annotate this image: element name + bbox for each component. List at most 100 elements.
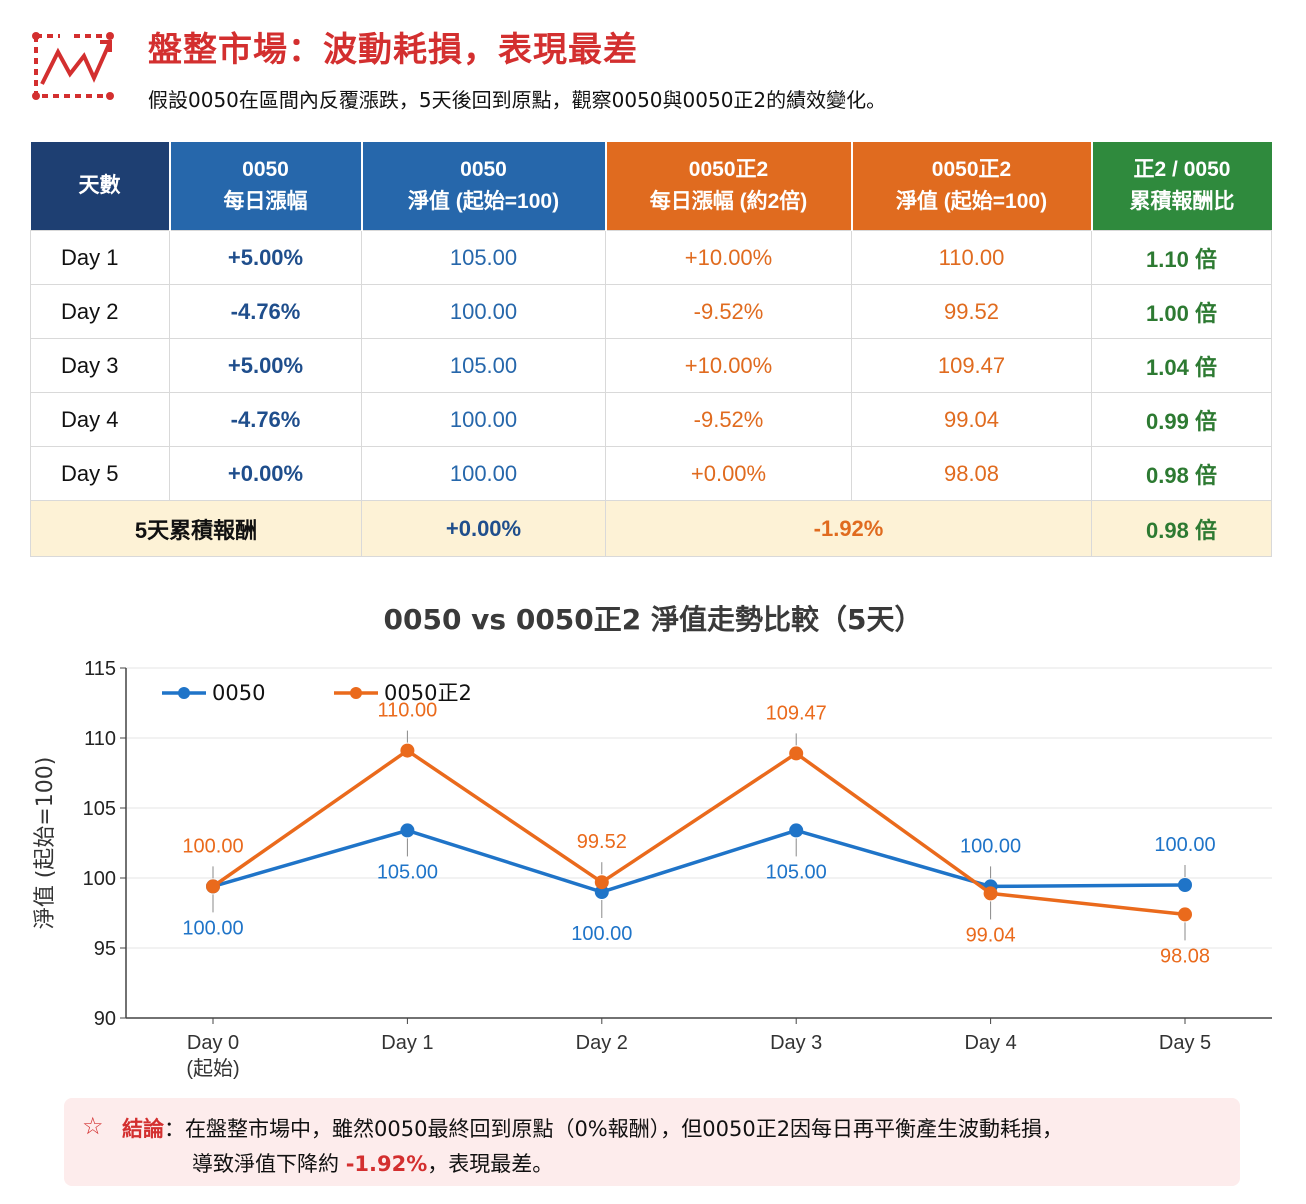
data-label: 99.04 <box>966 924 1016 946</box>
data-point <box>594 885 609 899</box>
conclusion-line2-b: ，表現最差。 <box>427 1152 554 1176</box>
pct-0050-cell: -4.76% <box>169 392 362 447</box>
y-tick-label: 115 <box>84 658 116 680</box>
performance-table: 天數 0050 每日漲幅 0050 淨值 (起始=100) 0050正2 每日漲幅 (… <box>30 142 1272 557</box>
nav-0050-cell: 100.00 <box>361 284 606 339</box>
conclusion-line2: 導致淨值下降約 -1.92%，表現最差。 <box>122 1147 1063 1182</box>
total-row: 5天累積報酬 +0.00% -1.92% 0.98 倍 <box>30 500 1272 557</box>
data-label: 99.52 <box>577 831 627 853</box>
nav-lev-cell: 109.47 <box>851 338 1092 393</box>
conclusion-box: ☆ 結論：在盤整市場中，雖然0050最終回到原點（0%報酬），但0050正2因每… <box>64 1098 1240 1186</box>
header-lev-nav: 0050正2 淨值 (起始=100) <box>851 142 1093 231</box>
nav-lev-cell: 98.08 <box>851 446 1092 501</box>
conclusion-line2-a: 導致淨值下降約 <box>192 1152 339 1176</box>
ratio-cell: 0.99 倍 <box>1091 392 1272 447</box>
table-header-row: 天數 0050 每日漲幅 0050 淨值 (起始=100) 0050正2 每日漲幅 (… <box>30 142 1272 231</box>
y-tick-label: 90 <box>94 1008 116 1030</box>
pct-lev-cell: +10.00% <box>605 230 852 285</box>
data-point <box>1178 878 1192 892</box>
header-ratio: 正2 / 0050 累積報酬比 <box>1091 142 1272 231</box>
x-tick-label: Day 0 <box>187 1032 239 1054</box>
x-tick-label: Day 1 <box>381 1032 433 1054</box>
y-tick-label: 110 <box>84 728 116 750</box>
data-label: 110.00 <box>378 700 438 722</box>
header-0050-nav: 0050 淨值 (起始=100) <box>361 142 607 231</box>
data-point <box>594 875 609 890</box>
legend-marker <box>178 687 190 699</box>
pct-0050-cell: -4.76% <box>169 284 362 339</box>
pct-0050-cell: +5.00% <box>169 230 362 285</box>
day-cell: Day 4 <box>30 392 170 447</box>
legend-label: 0050正2 <box>384 681 472 705</box>
total-label: 5天累積報酬 <box>30 500 362 557</box>
data-label: 100.00 <box>960 835 1021 857</box>
total-0050-return: +0.00% <box>361 500 606 557</box>
pct-lev-cell: -9.52% <box>605 392 852 447</box>
ratio-cell: 1.10 倍 <box>1091 230 1272 285</box>
pct-lev-cell: +10.00% <box>605 338 852 393</box>
nav-lev-cell: 99.52 <box>851 284 1092 339</box>
data-label: 105.00 <box>377 861 438 883</box>
page-title: 盤整市場：波動耗損，表現最差 <box>148 30 638 70</box>
nav-line-chart: 90 95 100 105 110 115 Day 0 (起始) Day 1 Day 2 Day 3… <box>33 658 1272 1080</box>
ratio-cell: 0.98 倍 <box>1091 446 1272 501</box>
pct-lev-cell: +0.00% <box>605 446 852 501</box>
data-label: 109.47 <box>766 702 827 724</box>
conclusion-line1: 在盤整市場中，雖然0050最終回到原點（0%報酬），但0050正2因每日再平衡產… <box>185 1117 1064 1141</box>
nav-0050-cell: 105.00 <box>361 230 606 285</box>
data-label: 100.00 <box>1154 834 1215 856</box>
conclusion-highlight: -1.92% <box>345 1152 428 1176</box>
data-point <box>400 823 415 838</box>
header-days: 天數 <box>30 142 171 231</box>
data-point <box>206 879 220 894</box>
y-tick-label: 105 <box>83 798 116 820</box>
data-label: 100.00 <box>571 923 632 945</box>
pct-0050-cell: +0.00% <box>169 446 362 501</box>
header: 盤整市場：波動耗損，表現最差 假設0050在區間內反覆漲跌，5天後回到原點，觀察… <box>30 18 1280 118</box>
legend-label: 0050 <box>212 681 265 705</box>
ratio-cell: 1.00 倍 <box>1091 284 1272 339</box>
data-label: 105.00 <box>766 861 827 883</box>
data-point <box>789 746 804 761</box>
table-row: Day 3 +5.00% 105.00 +10.00% 109.47 1.04 … <box>30 338 1272 393</box>
day-cell: Day 5 <box>30 446 170 501</box>
zigzag-chart-icon <box>32 32 114 100</box>
table-row: Day 1 +5.00% 105.00 +10.00% 110.00 1.10 … <box>30 230 1272 285</box>
day-cell: Day 1 <box>30 230 170 285</box>
y-tick-label: 100 <box>83 868 116 890</box>
data-label: 98.08 <box>1160 945 1210 967</box>
table-row: Day 4 -4.76% 100.00 -9.52% 99.04 0.99 倍 <box>30 392 1272 447</box>
page-subtitle: 假設0050在區間內反覆漲跌，5天後回到原點，觀察0050與0050正2的績效變… <box>148 88 887 112</box>
ratio-cell: 1.04 倍 <box>1091 338 1272 393</box>
nav-0050-cell: 105.00 <box>361 338 606 393</box>
total-lev-return: -1.92% <box>605 500 1092 557</box>
x-tick-label: Day 3 <box>770 1032 822 1054</box>
data-point <box>1178 907 1192 922</box>
data-label: 100.00 <box>182 917 243 939</box>
y-tick-label: 95 <box>94 938 116 960</box>
day-cell: Day 3 <box>30 338 170 393</box>
series-line-0050正2 <box>211 748 1186 917</box>
day-cell: Day 2 <box>30 284 170 339</box>
conclusion-text: 結論：在盤整市場中，雖然0050最終回到原點（0%報酬），但0050正2因每日再… <box>122 1112 1063 1182</box>
chart-title: 0050 vs 0050正2 淨值走勢比較（5天） <box>383 603 923 636</box>
data-point <box>400 743 415 758</box>
pct-lev-cell: -9.52% <box>605 284 852 339</box>
nav-0050-cell: 100.00 <box>361 392 606 447</box>
pct-0050-cell: +5.00% <box>169 338 362 393</box>
header-lev-daily: 0050正2 每日漲幅 (約2倍) <box>605 142 853 231</box>
conclusion-sep: ： <box>164 1117 185 1141</box>
nav-lev-cell: 99.04 <box>851 392 1092 447</box>
nav-lev-cell: 110.00 <box>851 230 1092 285</box>
table-row: Day 5 +0.00% 100.00 +0.00% 98.08 0.98 倍 <box>30 446 1272 501</box>
x-tick-label: (起始) <box>186 1057 239 1080</box>
header-0050-daily: 0050 每日漲幅 <box>169 142 363 231</box>
legend-marker <box>350 687 362 699</box>
x-tick-label: Day 5 <box>1159 1032 1211 1054</box>
star-outline-icon: ☆ <box>82 1112 104 1140</box>
table-row: Day 2 -4.76% 100.00 -9.52% 99.52 1.00 倍 <box>30 284 1272 339</box>
data-point <box>789 823 804 838</box>
nav-0050-cell: 100.00 <box>361 446 606 501</box>
total-ratio: 0.98 倍 <box>1091 500 1272 557</box>
series-line-0050 <box>212 828 1186 894</box>
